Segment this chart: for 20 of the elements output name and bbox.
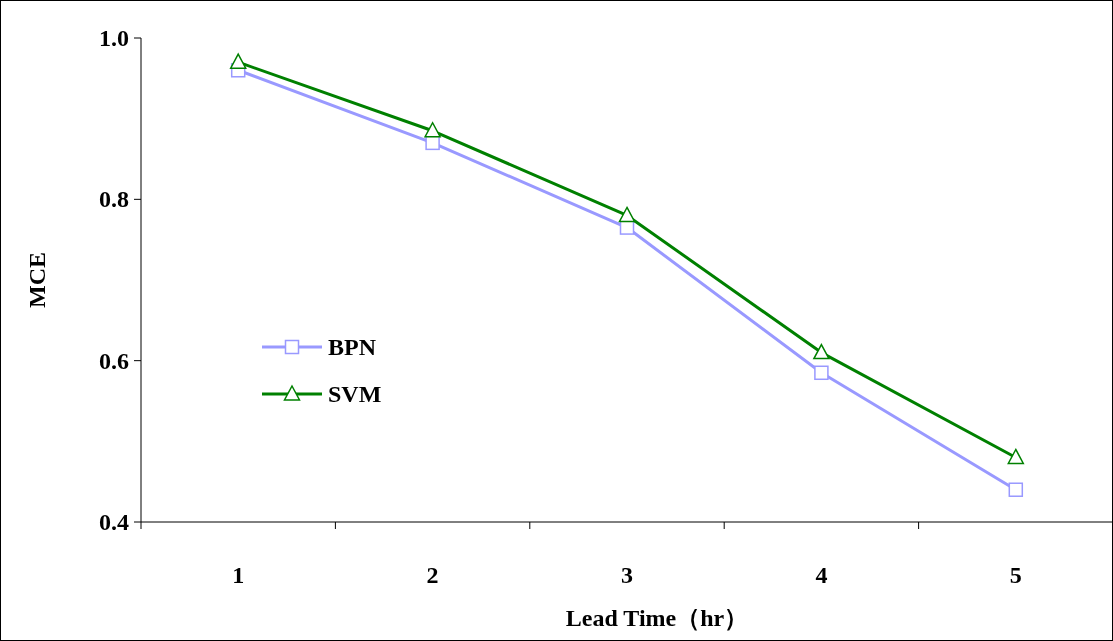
point <box>1007 448 1025 465</box>
point <box>424 122 441 138</box>
x-tick-label: 2 <box>426 562 439 588</box>
x-tick-label: 4 <box>815 562 828 588</box>
y-tick-label: 0.8 <box>99 186 129 213</box>
y-axis-title: MCE <box>24 252 50 308</box>
x-tick-label: 1 <box>232 562 245 588</box>
point <box>1008 482 1024 497</box>
point <box>618 206 636 223</box>
point <box>813 343 830 360</box>
legend-label: SVM <box>328 381 382 407</box>
y-tick-label: 1.0 <box>99 25 129 51</box>
point <box>229 53 247 69</box>
x-axis-title: Lead Time（hr） <box>565 605 749 631</box>
x-tick-label: 3 <box>621 562 633 588</box>
legend-label: BPN <box>328 334 377 360</box>
point <box>814 365 829 381</box>
x-tick-label: 5 <box>1009 562 1022 588</box>
y-tick-label: 0.6 <box>99 347 129 374</box>
y-tick-label: 0.4 <box>99 509 129 535</box>
